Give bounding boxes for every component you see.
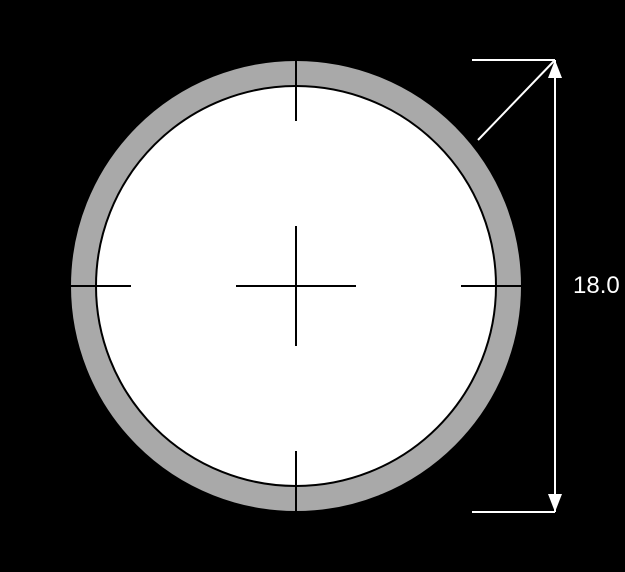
- dimension-label: 18.0: [573, 272, 620, 299]
